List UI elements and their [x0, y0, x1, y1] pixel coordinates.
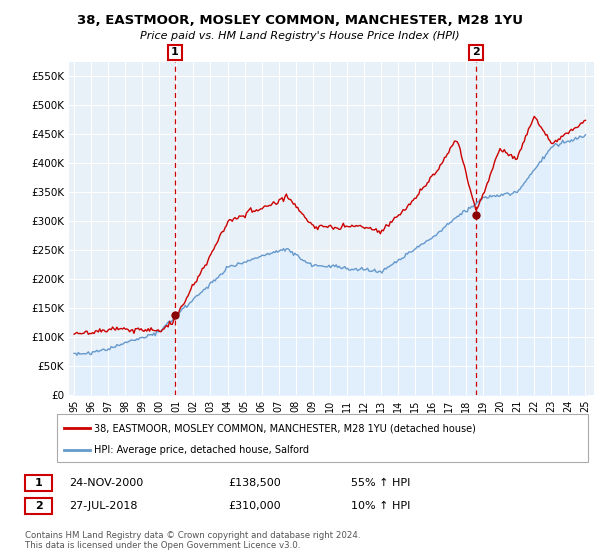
- Text: 38, EASTMOOR, MOSLEY COMMON, MANCHESTER, M28 1YU (detached house): 38, EASTMOOR, MOSLEY COMMON, MANCHESTER,…: [94, 423, 476, 433]
- Text: £138,500: £138,500: [228, 478, 281, 488]
- Text: Contains HM Land Registry data © Crown copyright and database right 2024.
This d: Contains HM Land Registry data © Crown c…: [25, 531, 361, 550]
- Text: 10% ↑ HPI: 10% ↑ HPI: [351, 501, 410, 511]
- Text: 38, EASTMOOR, MOSLEY COMMON, MANCHESTER, M28 1YU: 38, EASTMOOR, MOSLEY COMMON, MANCHESTER,…: [77, 14, 523, 27]
- Text: 27-JUL-2018: 27-JUL-2018: [69, 501, 137, 511]
- Text: £310,000: £310,000: [228, 501, 281, 511]
- Text: Price paid vs. HM Land Registry's House Price Index (HPI): Price paid vs. HM Land Registry's House …: [140, 31, 460, 41]
- Text: 2: 2: [472, 48, 480, 58]
- Text: 24-NOV-2000: 24-NOV-2000: [69, 478, 143, 488]
- Text: 2: 2: [35, 501, 43, 511]
- Text: 1: 1: [171, 48, 179, 58]
- Text: HPI: Average price, detached house, Salford: HPI: Average price, detached house, Salf…: [94, 445, 309, 455]
- Text: 1: 1: [35, 478, 43, 488]
- Text: 55% ↑ HPI: 55% ↑ HPI: [351, 478, 410, 488]
